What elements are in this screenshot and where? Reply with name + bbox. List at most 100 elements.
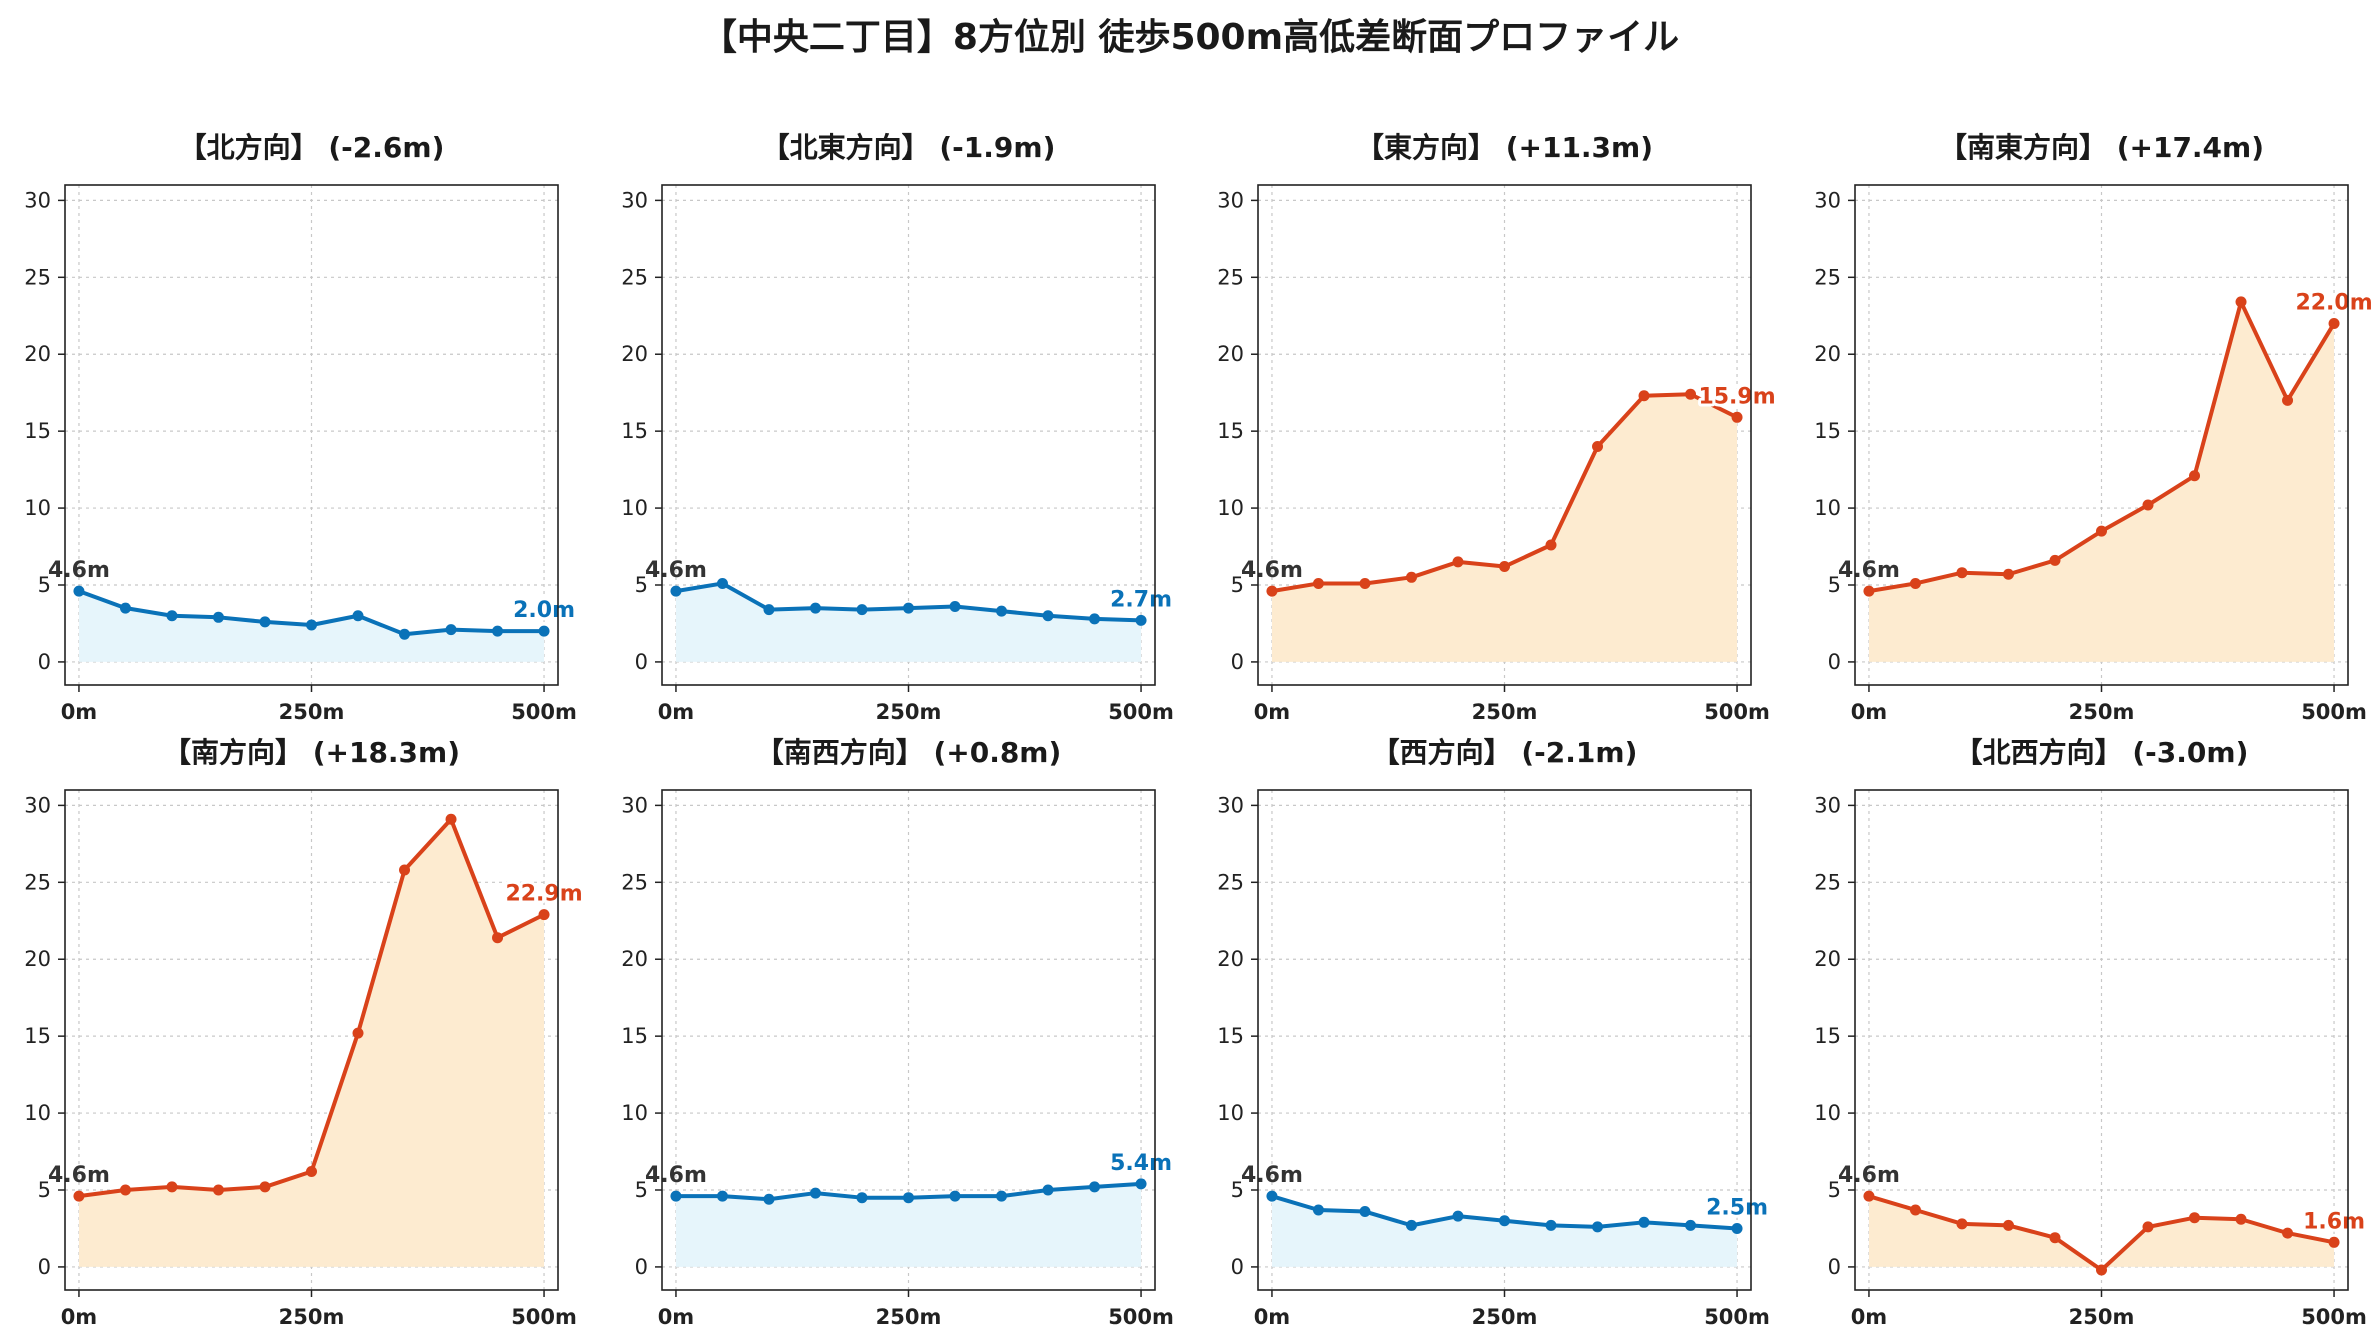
end-label-halo: 5.4m — [1110, 1151, 1172, 1176]
data-point — [1312, 577, 1324, 589]
data-point — [763, 604, 775, 616]
area-fill — [1868, 1196, 2335, 1270]
data-point — [2282, 1227, 2294, 1239]
data-point — [1359, 1206, 1371, 1218]
y-tick-label: 25 — [621, 870, 648, 894]
data-point — [996, 1190, 1008, 1202]
x-tick-label: 500m — [1108, 700, 1174, 724]
data-point — [1359, 577, 1371, 589]
x-tick-label: 250m — [2069, 700, 2135, 724]
data-point — [212, 1184, 224, 1196]
y-tick-label: 20 — [24, 947, 51, 971]
y-tick-label: 5 — [1231, 1178, 1244, 1202]
y-tick-label: 5 — [635, 573, 648, 597]
chart-panel-6: 【南西方向】 (+0.8m) 0 5 10 15 20 25 30 0m 250m 500m 4.6m… — [621, 736, 1175, 1329]
data-point — [1452, 1210, 1464, 1222]
x-tick-label: 0m — [1254, 1305, 1291, 1329]
data-point — [996, 605, 1008, 617]
data-point — [1909, 1204, 1921, 1216]
data-point — [1731, 1222, 1743, 1234]
y-tick-label: 30 — [621, 793, 648, 817]
data-point — [1592, 441, 1604, 453]
data-point — [1956, 1218, 1968, 1230]
data-point — [399, 864, 411, 876]
chart-title: 【北西方向】 (-3.0m) — [1955, 736, 2249, 769]
data-point — [2049, 554, 2061, 566]
end-label-halo: 22.9m — [505, 882, 582, 907]
data-point — [903, 602, 914, 614]
y-tick-label: 25 — [1814, 870, 1841, 894]
data-point — [1452, 556, 1464, 568]
y-tick-label: 15 — [24, 1024, 51, 1048]
end-label-halo: 15.9m — [1698, 384, 1775, 409]
data-point — [856, 604, 868, 616]
data-point — [445, 813, 457, 825]
y-tick-label: 20 — [1814, 947, 1841, 971]
plot-frame — [1257, 789, 1752, 1291]
data-point — [1685, 388, 1697, 400]
y-tick-label: 25 — [24, 265, 51, 289]
data-point — [1499, 1215, 1510, 1227]
plot-frame — [1257, 184, 1752, 686]
start-label: 4.6m — [1241, 558, 1303, 583]
y-tick-label: 25 — [621, 265, 648, 289]
y-tick-label: 15 — [1814, 1024, 1841, 1048]
y-tick-label: 20 — [1217, 342, 1244, 366]
data-point — [1089, 613, 1101, 625]
data-point — [73, 585, 85, 597]
end-label: 2.7m — [1110, 587, 1172, 612]
y-tick-label: 30 — [1217, 188, 1244, 212]
plot-frame — [661, 184, 1156, 686]
y-tick-label: 15 — [621, 1024, 648, 1048]
data-point — [352, 610, 364, 622]
data-point — [166, 610, 178, 622]
x-tick-label: 0m — [61, 1305, 98, 1329]
area-fill — [1271, 1196, 1738, 1267]
x-tick-label: 500m — [1108, 1305, 1174, 1329]
y-tick-label: 10 — [1814, 496, 1841, 520]
data-point — [2189, 470, 2201, 482]
data-point — [119, 1184, 131, 1196]
y-tick-label: 10 — [621, 496, 648, 520]
data-point — [2142, 1221, 2154, 1233]
data-point — [716, 577, 728, 589]
end-label-halo: 2.0m — [513, 598, 575, 623]
data-point — [903, 1192, 914, 1204]
chart-panel-2: 【北東方向】 (-1.9m) 0 5 10 15 20 25 30 0m 250m 500m 4.6m… — [621, 131, 1175, 724]
chart-panel-1: 【北方向】 (-2.6m) 0 5 10 15 20 25 30 0m 250m 500m 4.6m 2… — [24, 131, 578, 724]
y-tick-label: 15 — [621, 419, 648, 443]
x-tick-label: 0m — [61, 700, 98, 724]
data-point — [809, 1187, 821, 1199]
y-tick-label: 30 — [621, 188, 648, 212]
y-tick-label: 10 — [1217, 1101, 1244, 1125]
data-point — [1042, 610, 1054, 622]
data-point — [2096, 525, 2107, 537]
start-label: 4.6m — [645, 558, 707, 583]
y-tick-label: 15 — [1217, 1024, 1244, 1048]
start-label: 4.6m — [645, 1163, 707, 1188]
start-label: 4.6m — [48, 1163, 110, 1188]
end-label: 5.4m — [1110, 1151, 1172, 1176]
y-tick-label: 30 — [24, 793, 51, 817]
data-point — [352, 1027, 364, 1039]
data-point — [2096, 1264, 2107, 1276]
data-point — [1499, 561, 1510, 573]
y-tick-label: 15 — [1814, 419, 1841, 443]
data-point — [492, 932, 504, 944]
start-label: 4.6m — [1838, 1163, 1900, 1188]
end-label: 1.6m — [2303, 1209, 2365, 1234]
y-tick-label: 20 — [1217, 947, 1244, 971]
data-point — [492, 625, 504, 637]
area-fill — [78, 819, 545, 1267]
y-tick-label: 5 — [1231, 573, 1244, 597]
plot-frame — [661, 789, 1156, 1291]
end-label-halo: 22.0m — [2295, 290, 2372, 315]
plot-frame — [64, 789, 559, 1291]
plot-frame — [1854, 184, 2349, 686]
data-point — [166, 1181, 178, 1193]
end-label-halo: 2.7m — [1110, 587, 1172, 612]
data-point — [1545, 539, 1557, 551]
y-tick-label: 25 — [1814, 265, 1841, 289]
data-point — [1592, 1221, 1604, 1233]
start-label: 4.6m — [48, 558, 110, 583]
